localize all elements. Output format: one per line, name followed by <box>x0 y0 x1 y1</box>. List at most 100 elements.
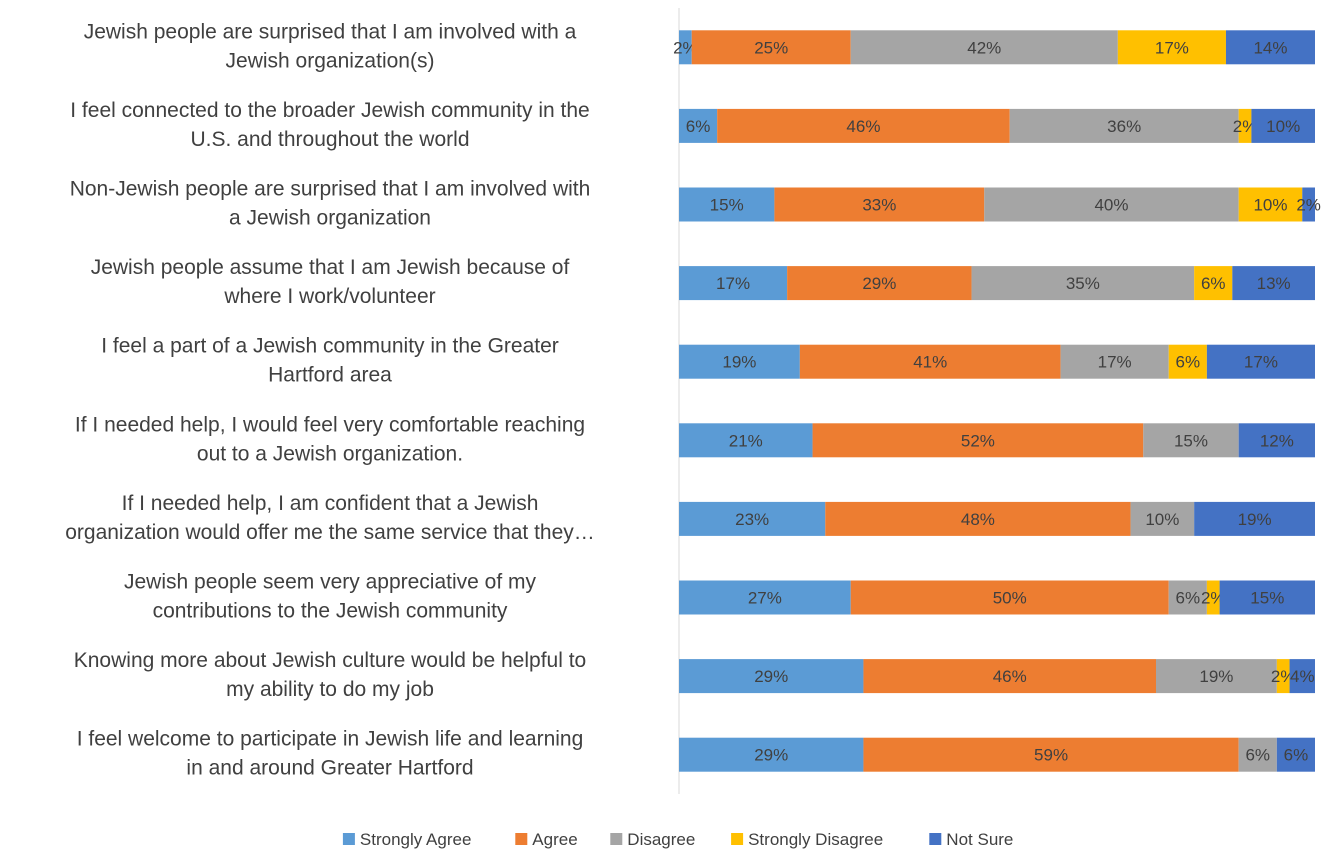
legend: Strongly Agree Agree Disagree Strongly Disa… <box>342 830 1013 849</box>
data-label: 12% <box>1260 431 1294 450</box>
data-label: 52% <box>961 431 995 450</box>
data-label: 25% <box>754 38 788 57</box>
bar-segment <box>774 187 985 222</box>
data-label: 40% <box>1094 196 1128 215</box>
bar-segment <box>1206 580 1220 615</box>
data-label: 10% <box>1145 510 1179 529</box>
data-label: 27% <box>748 589 782 608</box>
bar-segment <box>679 580 851 615</box>
bar-segment <box>1238 737 1277 772</box>
bar-segment <box>1060 344 1169 379</box>
bar-segment <box>1251 108 1315 143</box>
legend-item: Not Sure <box>929 830 1013 849</box>
data-label: 35% <box>1066 274 1100 293</box>
data-label: 15% <box>710 196 744 215</box>
bar-segment <box>1238 108 1252 143</box>
data-label: 6% <box>686 117 711 136</box>
legend-label: Agree <box>532 830 577 849</box>
bars-group: 2% 25% 42% 17% 14% 6% 46% 36% 2% 10% 15% 33% 40% 10% 2… <box>673 30 1321 772</box>
bar-segment <box>1143 423 1239 458</box>
category-label-line: Jewish organization(s) <box>226 49 435 72</box>
category-label: I feel connected to the broader Jewish c… <box>70 99 589 151</box>
legend-item: Agree <box>515 830 578 849</box>
bar-segment <box>799 344 1061 379</box>
category-label: If I needed help, I would feel very comf… <box>75 413 585 465</box>
data-label: 19% <box>722 353 756 372</box>
bar-segment <box>1238 423 1315 458</box>
data-label: 2% <box>1233 117 1258 136</box>
bar-segment <box>1238 187 1303 222</box>
bar-segment <box>863 737 1239 772</box>
bar-segment <box>850 580 1169 615</box>
data-label: 46% <box>993 667 1027 686</box>
category-label: I feel welcome to participate in Jewish … <box>77 728 584 780</box>
category-label-line: If I needed help, I would feel very comf… <box>75 413 585 436</box>
data-label: 6% <box>1284 746 1309 765</box>
legend-item: Strongly Agree <box>342 830 471 849</box>
bar-segment <box>679 501 826 536</box>
bar-segment <box>1232 266 1315 301</box>
data-label: 19% <box>1238 510 1272 529</box>
category-label: Knowing more about Jewish culture would … <box>74 649 586 701</box>
data-label: 33% <box>862 196 896 215</box>
data-label: 13% <box>1257 274 1291 293</box>
data-label: 17% <box>1155 38 1189 57</box>
bar-segment <box>1225 30 1315 65</box>
category-label-line: my ability to do my job <box>226 678 434 701</box>
bar-segment <box>1009 108 1239 143</box>
data-label: 10% <box>1253 196 1287 215</box>
bar-segment <box>984 187 1239 222</box>
data-label: 59% <box>1034 746 1068 765</box>
legend-swatch <box>342 833 355 845</box>
bar-segment <box>1206 344 1315 379</box>
category-label: Jewish people assume that I am Jewish be… <box>91 256 570 308</box>
data-label: 46% <box>846 117 880 136</box>
data-label: 2% <box>1296 196 1321 215</box>
data-label: 10% <box>1266 117 1300 136</box>
bar-segment <box>787 266 972 301</box>
data-label: 29% <box>754 746 788 765</box>
bar-segment <box>825 501 1131 536</box>
category-label-line: contributions to the Jewish community <box>153 600 508 623</box>
category-label-line: U.S. and throughout the world <box>190 128 469 151</box>
bar-segment <box>679 423 813 458</box>
data-label: 19% <box>1199 667 1233 686</box>
legend-item: Disagree <box>610 830 695 849</box>
category-label: Jewish people seem very appreciative of … <box>124 571 537 623</box>
bar-segment <box>1117 30 1226 65</box>
bar-segment <box>1156 659 1277 694</box>
legend-swatch <box>731 833 744 845</box>
category-label-line: If I needed help, I am confident that a … <box>122 492 539 515</box>
data-label: 17% <box>716 274 750 293</box>
category-label-line: I feel welcome to participate in Jewish … <box>77 728 584 751</box>
legend-swatch <box>929 833 942 845</box>
bar-segment <box>1168 580 1207 615</box>
legend-swatch <box>515 833 528 845</box>
bar-segment <box>679 30 692 65</box>
category-label-line: a Jewish organization <box>229 207 431 230</box>
category-label: If I needed help, I am confident that a … <box>65 492 595 544</box>
bar-segment <box>1130 501 1195 536</box>
category-label: Jewish people are surprised that I am in… <box>84 20 577 72</box>
category-label-line: organization would offer me the same ser… <box>65 521 595 544</box>
category-label-line: Non-Jewish people are surprised that I a… <box>70 178 591 201</box>
category-label-line: Jewish people assume that I am Jewish be… <box>91 256 570 279</box>
data-label: 2% <box>1201 589 1226 608</box>
bar-segment <box>1194 266 1233 301</box>
bar-segment <box>691 30 851 65</box>
data-label: 4% <box>1290 667 1315 686</box>
bar-segment <box>1219 580 1315 615</box>
bar-segment <box>679 344 800 379</box>
legend-swatch <box>610 833 623 845</box>
bar-segment <box>1276 659 1290 694</box>
data-label: 17% <box>1098 353 1132 372</box>
category-label-line: Jewish people are surprised that I am in… <box>84 20 577 43</box>
category-label-line: Hartford area <box>268 364 392 387</box>
data-label: 6% <box>1245 746 1270 765</box>
data-label: 50% <box>993 589 1027 608</box>
bar-segment <box>812 423 1144 458</box>
bar-segment <box>1276 737 1315 772</box>
category-label-line: out to a Jewish organization. <box>197 442 463 465</box>
bar-segment <box>1168 344 1207 379</box>
